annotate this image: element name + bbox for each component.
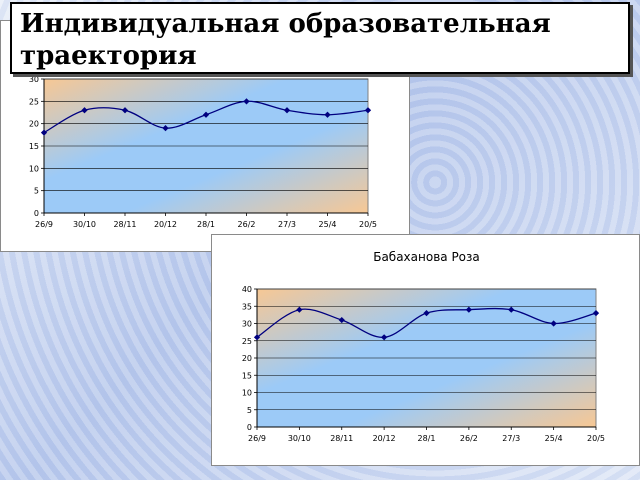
- chart-1-y-tick-label: 15: [29, 142, 39, 151]
- chart-2-data-point: [508, 306, 515, 313]
- chart-2-svg: Бабаханова Роза 0 5 10 15 20 25 30 35 40 26/9 30/10…: [242, 250, 605, 443]
- chart-2-x-tick-label: 20/12: [373, 434, 396, 443]
- chart-2-y-tick-label: 25: [242, 337, 252, 346]
- chart-1-y-tick-label: 25: [29, 97, 39, 106]
- chart-1-y-tick-label: 5: [34, 187, 39, 196]
- chart-1-data-point: [202, 111, 210, 118]
- chart-2-x-tick-label: 27/3: [502, 434, 520, 443]
- chart-1-data-point: [162, 125, 169, 132]
- chart-2-y-tick-label: 35: [242, 302, 252, 311]
- slide-title: Индивидуальная образовательная траектори…: [10, 2, 630, 74]
- chart-1-x-tick-label: 26/2: [238, 220, 256, 229]
- chart-2-x-tick-label: 30/10: [288, 434, 311, 443]
- chart-2-title: Бабаханова Роза: [373, 250, 480, 264]
- chart-2-y-tick-label: 20: [242, 354, 252, 363]
- chart-1-x-tick-label: 30/10: [73, 220, 96, 229]
- chart-2-y-tick-label: 0: [247, 423, 252, 432]
- chart-2-y-tick-label: 30: [242, 320, 252, 329]
- chart-1-x-tick-label: 28/1: [197, 220, 215, 229]
- chart-2-x-tick-label: 28/1: [418, 434, 436, 443]
- chart-2-x-tick-label: 26/9: [248, 434, 266, 443]
- chart-1-data-point: [243, 98, 250, 105]
- chart-2-y-tick-label: 40: [242, 285, 252, 294]
- chart-2-y-tick-label: 10: [242, 389, 252, 398]
- chart-1-x-tick-label: 20/12: [154, 220, 177, 229]
- chart-1-x-tick-label: 26/9: [35, 220, 53, 229]
- chart-2-y-tick-label: 5: [247, 406, 252, 415]
- chart-2-x-tick-label: 25/4: [545, 434, 563, 443]
- chart-1-y-tick-label: 20: [29, 120, 39, 129]
- chart-1-data-point: [81, 107, 88, 114]
- chart-1-x-tick-label: 20/5: [359, 220, 377, 229]
- chart-1-data-point: [121, 107, 129, 114]
- chart-1-svg: 0 5 10 15 20 25 30 26/9 30/10 28/11 20/12 28/1 26/2 2…: [29, 75, 377, 229]
- chart-1-x-tick-label: 25/4: [319, 220, 337, 229]
- chart-2-x-tick-label: 20/5: [587, 434, 605, 443]
- chart-1-y-tick-label: 10: [29, 164, 39, 173]
- chart-2-data-point: [423, 310, 430, 317]
- chart-2-x-tick-label: 28/11: [330, 434, 353, 443]
- chart-1-y-tick-label: 0: [34, 209, 39, 218]
- chart-1-x-tick-label: 27/3: [278, 220, 296, 229]
- chart-2-y-tick-label: 15: [242, 371, 252, 380]
- chart-1-y-tick-label: 30: [29, 75, 39, 84]
- chart-1-x-tick-label: 28/11: [113, 220, 136, 229]
- chart-2-x-tick-label: 26/2: [460, 434, 478, 443]
- chart-2: Бабаханова Роза 0 5 10 15 20 25 30 35 40 26/9 30/10…: [211, 234, 640, 466]
